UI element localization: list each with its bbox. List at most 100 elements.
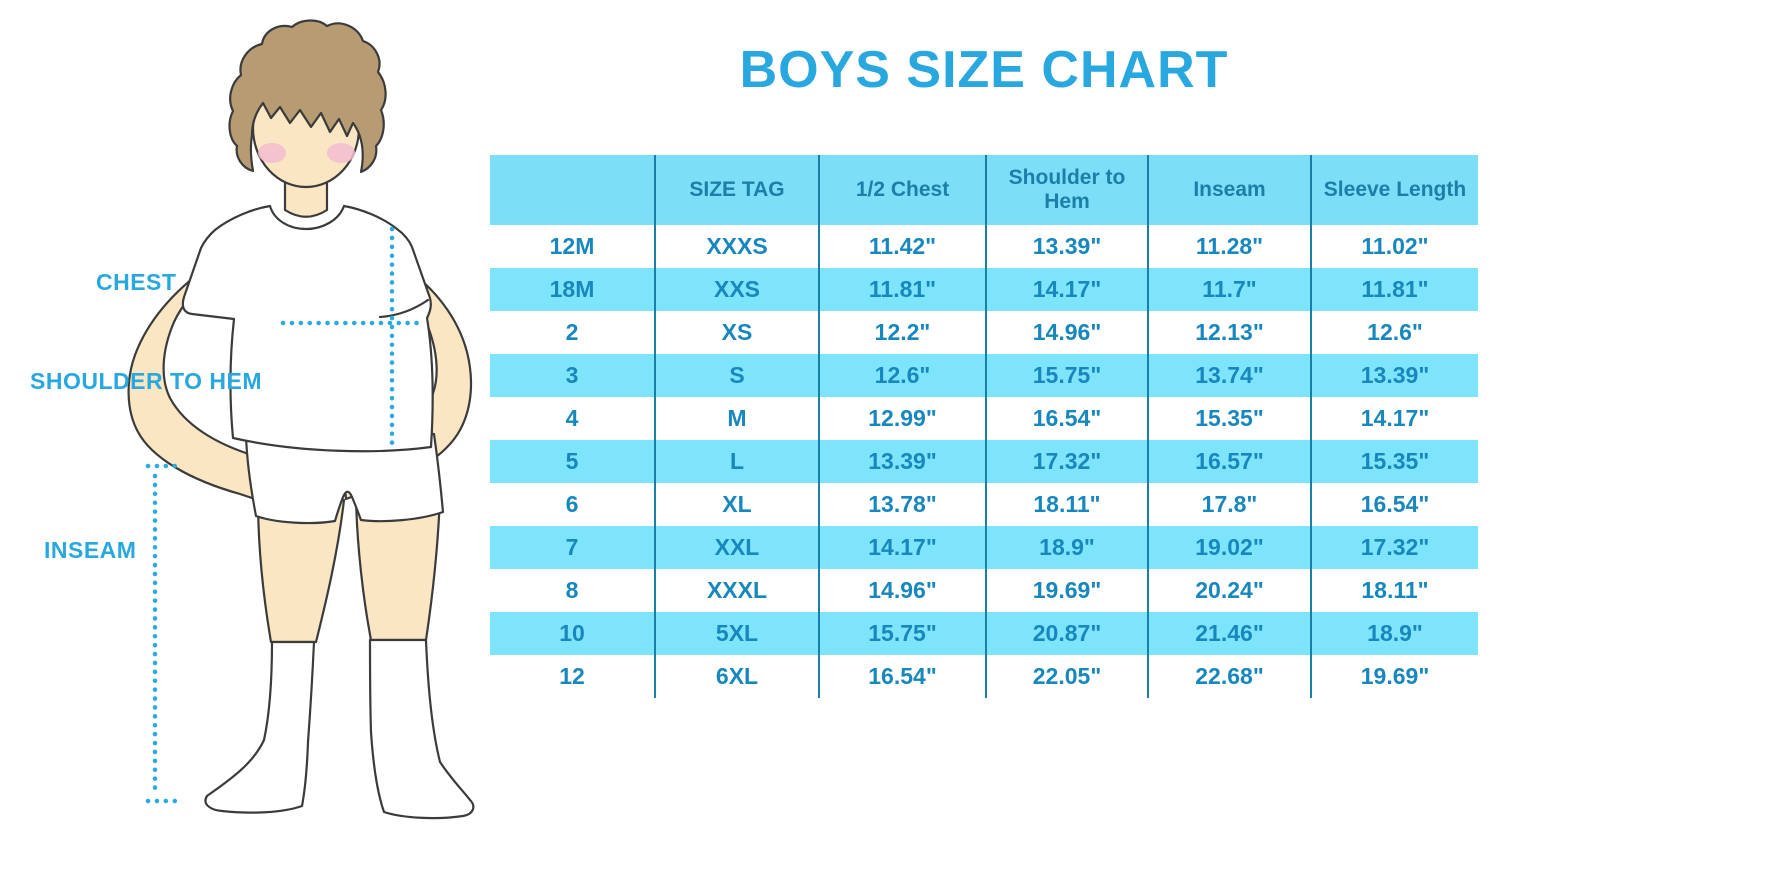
size-row-label: 3 [490, 354, 655, 397]
column-header [490, 155, 655, 225]
size-cell: 19.69" [1310, 655, 1478, 698]
size-row-label: 8 [565, 577, 579, 603]
size-row-label: 6 [565, 491, 579, 517]
size-cell: 18.9" [1310, 612, 1478, 655]
column-header: Inseam [1147, 155, 1311, 225]
boy-left-leg [256, 496, 346, 644]
chest-label: CHEST [96, 269, 177, 295]
shoulder-to-hem-label: SHOULDER TO HEM [30, 368, 262, 394]
size-cell: 18.11" [1310, 569, 1478, 612]
size-table-head: SIZE TAG 1/2 Chest Shoulder to Hem Inseam Sl… [490, 155, 1478, 225]
size-cell: 13.39" [1310, 354, 1478, 397]
size-cell: 6XL [654, 655, 819, 698]
size-cell: 12.2" [818, 311, 986, 354]
table-row: 12M XXXS 11.42" 13.39" 11.28" 11.02" [490, 225, 1478, 268]
size-cell: 20.87" [985, 612, 1148, 655]
size-cell: 13.78" [818, 483, 986, 526]
size-row-label: 18M [490, 268, 655, 311]
size-cell: 16.57" [1147, 440, 1311, 483]
boy-blush-left [258, 143, 286, 163]
size-table: SIZE TAG 1/2 Chest Shoulder to Hem Inseam Sl… [490, 155, 1478, 698]
size-cell: 19.69" [985, 569, 1148, 612]
size-cell: 5XL [654, 612, 819, 655]
size-cell: 18.9" [985, 526, 1148, 569]
boy-blush-right [327, 143, 355, 163]
size-cell: XXXL [654, 569, 819, 612]
boy-hair [228, 19, 387, 174]
size-cell: M [654, 397, 819, 440]
size-cell: 19.02" [1147, 526, 1311, 569]
size-cell: 15.35" [1310, 440, 1478, 483]
table-row: 12 6XL 16.54" 22.05" 22.68" 19.69" [490, 655, 1478, 698]
boy-right-sleeve-line [378, 298, 430, 319]
size-cell: XS [654, 311, 819, 354]
size-cell: L [654, 440, 819, 483]
size-cell: 16.54" [1310, 483, 1478, 526]
boy-shirt [181, 204, 434, 453]
table-row: 6 XL 13.78" 18.11" 17.8" 16.54" [490, 483, 1478, 526]
boy-shorts [244, 432, 445, 525]
table-row: 2 XS 12.2" 14.96" 12.13" 12.6" [490, 311, 1478, 354]
page-title: BOYS SIZE CHART [739, 41, 1229, 99]
size-cell: 17.32" [985, 440, 1148, 483]
size-cell: 11.7" [1147, 268, 1311, 311]
header-row: SIZE TAG 1/2 Chest Shoulder to Hem Inseam Sl… [490, 155, 1478, 225]
size-cell: 20.24" [1147, 569, 1311, 612]
size-cell: 11.28" [1147, 225, 1311, 268]
size-row-label: 12 [559, 663, 585, 689]
size-cell: XXL [654, 526, 819, 569]
size-table-body: 12M XXXS 11.42" 13.39" 11.28" 11.02" 18M XXS 11.… [490, 225, 1478, 698]
size-cell: 17.8" [1147, 483, 1311, 526]
table-row: 5 L 13.39" 17.32" 16.57" 15.35" [490, 440, 1478, 483]
size-cell: XXS [654, 268, 819, 311]
size-cell: 15.75" [985, 354, 1148, 397]
boy-illustration [127, 19, 475, 820]
table-row: 3 S 12.6" 15.75" 13.74" 13.39" [490, 354, 1478, 397]
size-cell: 22.05" [985, 655, 1148, 698]
size-row-label: 2 [565, 319, 579, 345]
size-cell: 16.54" [985, 397, 1148, 440]
table-row: 4 M 12.99" 16.54" 15.35" 14.17" [490, 397, 1478, 440]
size-row-label: 12M [549, 233, 595, 259]
size-cell: 22.68" [1147, 655, 1311, 698]
size-row-label: 7 [490, 526, 655, 569]
size-cell: 12.99" [818, 397, 986, 440]
size-cell: 12.6" [1310, 311, 1478, 354]
size-cell: 12.13" [1147, 311, 1311, 354]
size-cell: 15.75" [818, 612, 986, 655]
size-row-label: 5 [490, 440, 655, 483]
size-row-label: 4 [565, 405, 579, 431]
column-header: Shoulder to Hem [985, 155, 1148, 225]
table-row: 8 XXXL 14.96" 19.69" 20.24" 18.11" [490, 569, 1478, 612]
size-cell: 14.17" [1310, 397, 1478, 440]
table-row: 10 5XL 15.75" 20.87" 21.46" 18.9" [490, 612, 1478, 655]
size-cell: XXXS [654, 225, 819, 268]
size-cell: 14.17" [818, 526, 986, 569]
size-row-label: 10 [490, 612, 655, 655]
table-row: 18M XXS 11.81" 14.17" 11.7" 11.81" [490, 268, 1478, 311]
size-cell: 14.96" [985, 311, 1148, 354]
boy-left-arm [127, 263, 264, 502]
boy-left-sock [204, 640, 316, 814]
size-cell: 11.81" [818, 268, 986, 311]
size-cell: 17.32" [1310, 526, 1478, 569]
size-cell: 12.6" [818, 354, 986, 397]
column-header: 1/2 Chest [818, 155, 986, 225]
column-header: Sleeve Length [1310, 155, 1478, 225]
size-cell: 13.39" [985, 225, 1148, 268]
size-cell: 18.11" [985, 483, 1148, 526]
size-cell: 14.96" [818, 569, 986, 612]
size-cell: S [654, 354, 819, 397]
size-cell: 16.54" [818, 655, 986, 698]
size-cell: 14.17" [985, 268, 1148, 311]
size-cell: 11.42" [818, 225, 986, 268]
size-cell: 11.81" [1310, 268, 1478, 311]
inseam-label: INSEAM [44, 537, 137, 563]
table-row: 7 XXL 14.17" 18.9" 19.02" 17.32" [490, 526, 1478, 569]
size-cell: 13.74" [1147, 354, 1311, 397]
size-cell: 13.39" [818, 440, 986, 483]
size-cell: 11.02" [1310, 225, 1478, 268]
size-cell: XL [654, 483, 819, 526]
boy-right-sock [368, 638, 475, 820]
